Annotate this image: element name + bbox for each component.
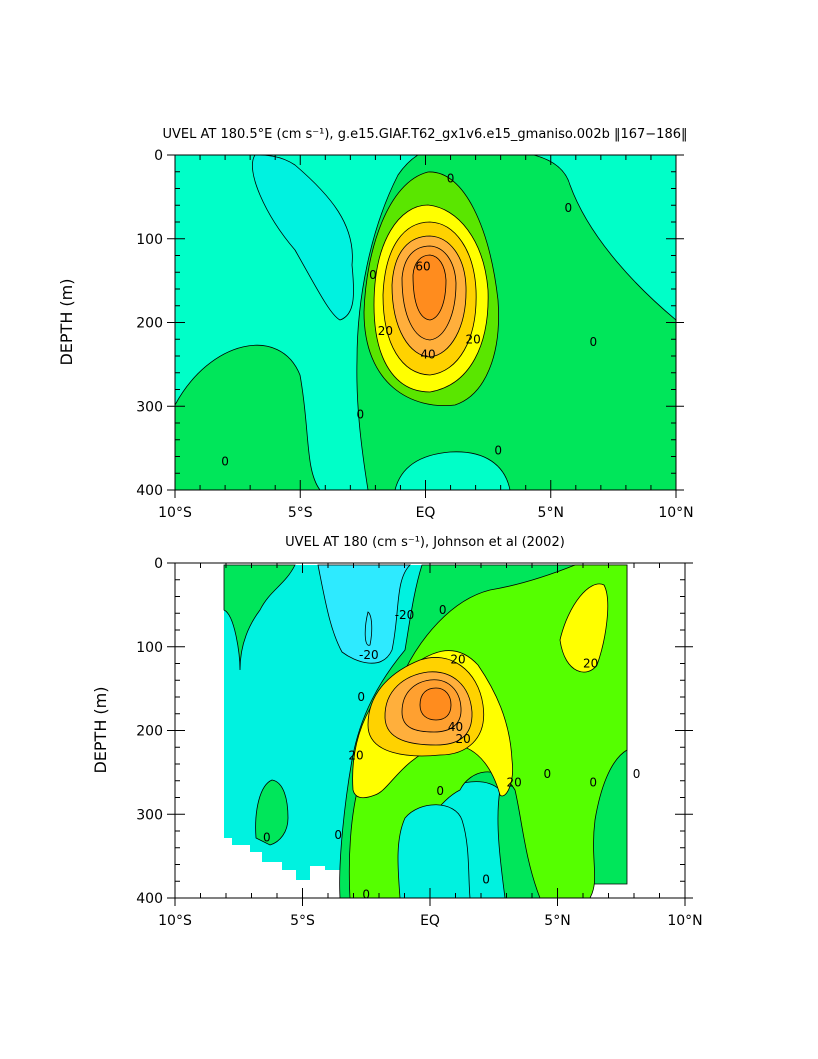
y-tick-label: 0 [154, 148, 163, 164]
y-tick-label: 300 [136, 399, 163, 415]
contour-label: 0 [482, 873, 490, 887]
contour-label: 0 [369, 268, 377, 282]
x-tick-label: EQ [416, 505, 436, 521]
contour-label: 60 [415, 259, 430, 273]
contour-label: 0 [633, 767, 641, 781]
x-tick-label: 5°S [288, 505, 313, 521]
field-p1-plus60 [412, 254, 447, 321]
contour-label: 0 [494, 444, 502, 458]
field-p2-minus20-stripe [364, 611, 373, 646]
field-p1-plus0 [175, 344, 321, 490]
contour-label: -20 [359, 648, 379, 662]
contour-label: 0 [439, 603, 447, 617]
y-tick-label: 100 [136, 232, 163, 248]
panel-2-fields [223, 564, 628, 898]
x-tick-label: 5°N [544, 913, 570, 929]
field-p2-minus20-core [317, 564, 411, 664]
panel-1-ylabel: DEPTH (m) [57, 278, 76, 365]
y-tick-label: 100 [136, 640, 163, 656]
contour-label: 0 [357, 690, 365, 704]
field-p1-west-lobe [175, 155, 354, 321]
x-tick-label: 10°S [158, 913, 192, 929]
contour-label: 0 [543, 767, 551, 781]
y-tick-label: 200 [136, 316, 163, 332]
y-tick-label: 400 [136, 891, 163, 907]
contour-label: 0 [263, 831, 271, 845]
contour-label: 40 [448, 720, 463, 734]
x-tick-label: 5°N [538, 505, 564, 521]
contour-label: 20 [465, 332, 480, 346]
y-tick-label: 400 [136, 483, 163, 499]
panel-1-contour-labels: 60 40 20 20 0 0 0 0 0 0 0 [221, 171, 597, 468]
field-p2-plus60 [419, 687, 452, 721]
contour-label: 0 [590, 335, 598, 349]
contour-label: 0 [436, 784, 444, 798]
contour-label: 20 [456, 732, 471, 746]
contour-label: 0 [221, 455, 229, 469]
contour-label: 0 [357, 408, 365, 422]
y-tick-label: 300 [136, 807, 163, 823]
field-p2-cyan-deep [397, 804, 471, 898]
panel-2-title: UVEL AT 180 (cm s⁻¹), Johnson et al (200… [285, 535, 565, 550]
contour-label: 0 [589, 775, 597, 789]
field-p2-plus20-east [559, 583, 609, 673]
contour-label: 0 [564, 201, 572, 215]
panel-2-ylabel: DEPTH (m) [91, 686, 110, 773]
y-tick-label: 200 [136, 724, 163, 740]
contour-label: 20 [507, 775, 522, 789]
contour-label: 20 [450, 652, 465, 666]
panel-model: UVEL AT 180.5°E (cm s⁻¹), g.e15.GIAF.T62… [57, 127, 694, 521]
x-tick-label: 10°N [658, 505, 693, 521]
contour-label: 20 [583, 657, 598, 671]
contour-label: 20 [348, 749, 363, 763]
panel-1-title: UVEL AT 180.5°E (cm s⁻¹), g.e15.GIAF.T62… [162, 127, 687, 142]
x-tick-label: EQ [420, 913, 440, 929]
x-tick-label: 10°N [667, 913, 702, 929]
x-tick-label: 5°S [290, 913, 315, 929]
contour-label: 20 [378, 324, 393, 338]
panel-1-fields [175, 155, 676, 490]
contour-label: -20 [395, 608, 415, 622]
contour-label: 0 [447, 171, 455, 185]
field-p2-green-sw [255, 779, 289, 846]
contour-label: 0 [362, 888, 370, 902]
contour-label: 0 [334, 828, 342, 842]
y-tick-label: 0 [154, 556, 163, 572]
contour-label: 40 [420, 347, 435, 361]
panel-observations: UVEL AT 180 (cm s⁻¹), Johnson et al (200… [91, 535, 703, 929]
field-p2-green-west [223, 564, 296, 671]
x-tick-label: 10°S [158, 505, 192, 521]
